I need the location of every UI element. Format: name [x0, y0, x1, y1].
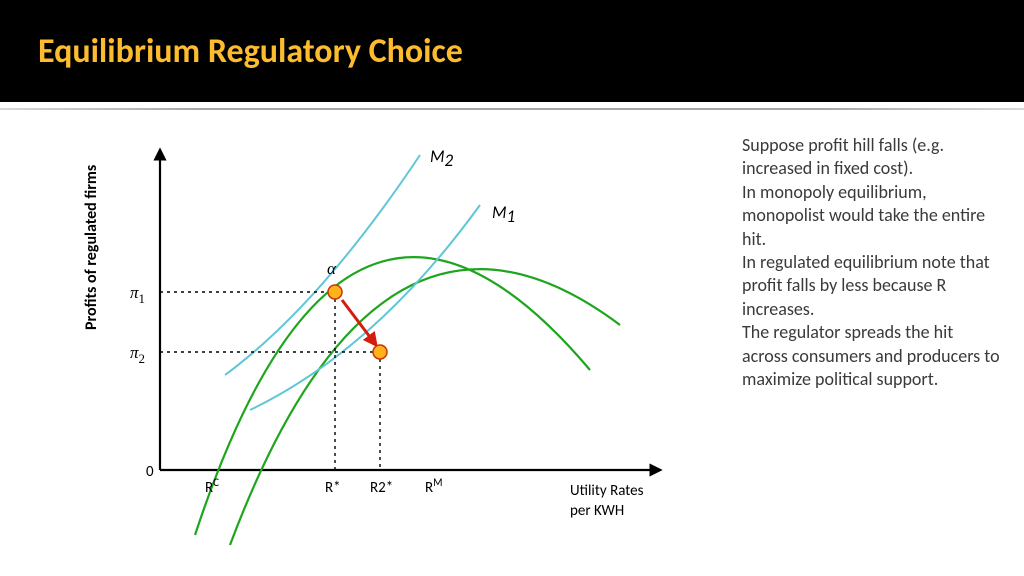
explanation-line: Suppose profit hill falls (e.g. increase…	[742, 134, 1000, 181]
explanation-line: In regulated equilibrium note that profi…	[742, 251, 1000, 321]
svg-text:RM: RM	[425, 476, 443, 497]
title-bar: Equilibrium Regulatory Choice	[0, 0, 1024, 102]
svg-text:M1: M1	[492, 202, 515, 227]
y-axis-label: Profits of regulated firms	[82, 165, 101, 330]
svg-text:M2: M2	[430, 146, 454, 171]
svg-text:RC: RC	[205, 476, 219, 497]
svg-text:Utility Rates: Utility Rates	[570, 482, 644, 500]
svg-text:R2*: R2*	[370, 479, 393, 497]
svg-text:0: 0	[146, 463, 154, 481]
svg-text:per KWH: per KWH	[570, 502, 624, 520]
svg-text:R*: R*	[325, 479, 341, 497]
svg-text:α: α	[327, 259, 337, 278]
explanation-text: Suppose profit hill falls (e.g. increase…	[742, 134, 1000, 391]
chart-svg: 0 M2 M1 α π1 π2 RC R* R2* RM Utility Rates per KWH	[90, 140, 700, 560]
explanation-line: In monopoly equilibrium, monopolist woul…	[742, 181, 1000, 251]
svg-text:π2: π2	[130, 343, 145, 366]
equilibrium-chart: Profits of regulated firms 0M2M1απ1π2RCR…	[90, 140, 700, 560]
slide-content: Profits of regulated firms 0 M2 M1 α π1 π2 RC R…	[0, 110, 1024, 576]
explanation-line: The regulator spreads the hit across con…	[742, 321, 1000, 391]
svg-text:π1: π1	[130, 283, 145, 306]
slide-title: Equilibrium Regulatory Choice	[38, 31, 463, 72]
